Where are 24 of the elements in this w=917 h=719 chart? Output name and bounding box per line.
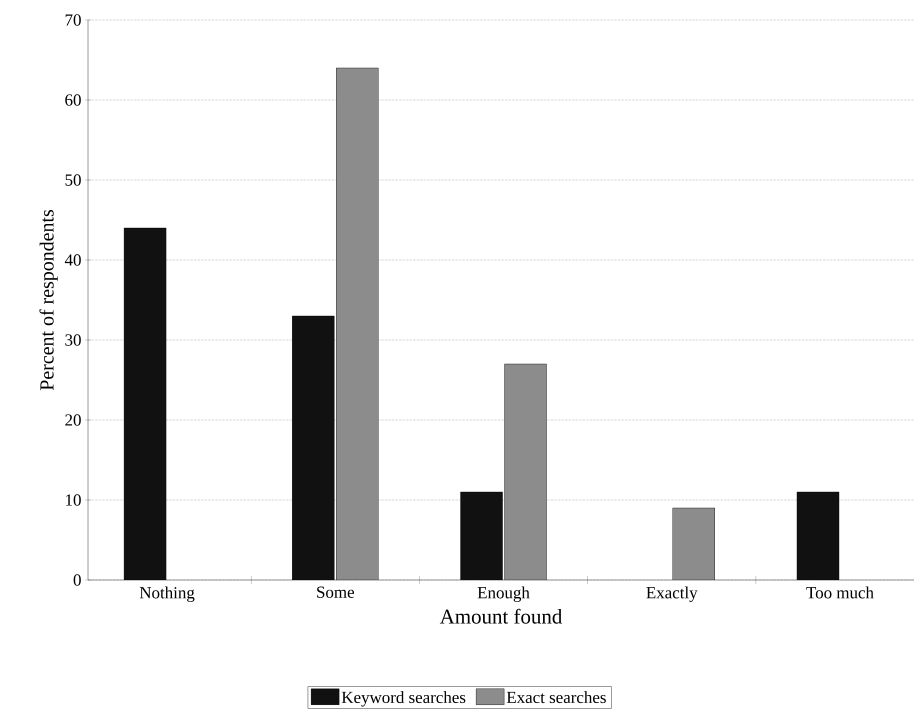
x-tick-label: Exactly bbox=[646, 586, 698, 602]
x-tick-label: Enough bbox=[478, 586, 530, 602]
bar bbox=[292, 316, 334, 580]
y-tick-label: 70 bbox=[66, 14, 81, 26]
bar bbox=[504, 364, 547, 580]
x-axis-title: Amount found bbox=[440, 608, 562, 624]
bar bbox=[672, 508, 715, 580]
x-tick-label: Some bbox=[317, 586, 354, 598]
y-tick-label: 50 bbox=[66, 174, 81, 186]
bar bbox=[796, 492, 840, 580]
y-tick-label: 60 bbox=[65, 94, 81, 106]
y-tick-label: 40 bbox=[64, 254, 81, 266]
legend-label: Exact searches bbox=[506, 691, 606, 704]
bar bbox=[124, 228, 166, 580]
y-tick-label: 10 bbox=[66, 494, 81, 506]
x-tick-label: Nothing bbox=[140, 586, 194, 602]
y-tick-label: 30 bbox=[65, 334, 81, 346]
legend-label: Keyword searches bbox=[342, 691, 466, 707]
y-axis-title: Percent of respondents bbox=[39, 210, 58, 390]
y-tick-label: 0 bbox=[74, 574, 81, 586]
x-tick-label: Too much bbox=[806, 586, 874, 598]
y-tick-label: 20 bbox=[65, 414, 81, 426]
bar bbox=[460, 492, 503, 580]
bar bbox=[336, 68, 378, 580]
